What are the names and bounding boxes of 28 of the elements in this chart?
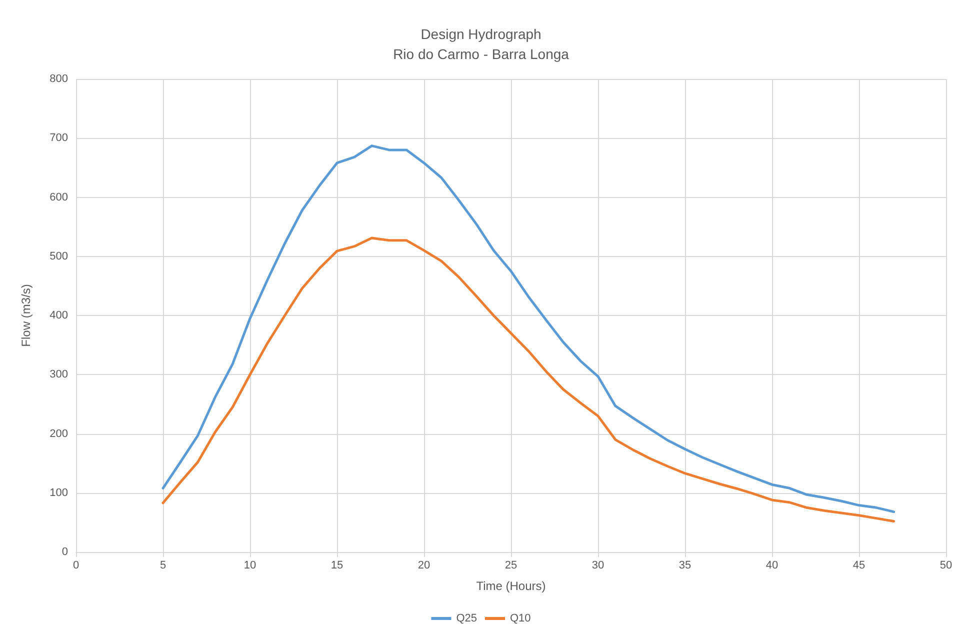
- y-tick-label: 500: [50, 250, 68, 262]
- x-tick-label: 25: [504, 560, 518, 572]
- x-tick-label: 10: [244, 560, 256, 572]
- chart-subtitle: Rio do Carmo - Barra Longa: [393, 46, 570, 62]
- legend-label: Q10: [510, 612, 531, 624]
- y-tick-label: 300: [50, 368, 68, 381]
- x-axis-title: Time (Hours): [476, 579, 546, 593]
- x-tick-label: 45: [852, 560, 866, 572]
- x-tick-label: 20: [418, 560, 430, 572]
- x-tick-label: 15: [330, 560, 344, 572]
- y-tick-label: 700: [50, 132, 68, 144]
- y-tick-label: 100: [50, 486, 68, 499]
- x-tick-label: 50: [940, 560, 952, 572]
- y-tick-label: 400: [50, 310, 68, 322]
- line-series: [162, 144, 896, 514]
- x-tick-label: 30: [592, 560, 604, 572]
- x-tick-label: 35: [678, 560, 692, 572]
- x-tick-label: 40: [766, 560, 778, 572]
- x-tick-label: 0: [72, 560, 80, 572]
- y-tick-label: 200: [50, 428, 68, 440]
- y-tick-label: 600: [50, 191, 68, 204]
- x-tick-label: 5: [160, 560, 166, 572]
- legend-label: Q25: [456, 612, 478, 624]
- line-series: [162, 236, 896, 523]
- y-axis-title: Flow (m3/s): [19, 284, 33, 347]
- y-tick-label: 800: [50, 73, 68, 85]
- chart-title: Design Hydrograph: [420, 26, 542, 42]
- y-tick-label: 0: [62, 546, 68, 558]
